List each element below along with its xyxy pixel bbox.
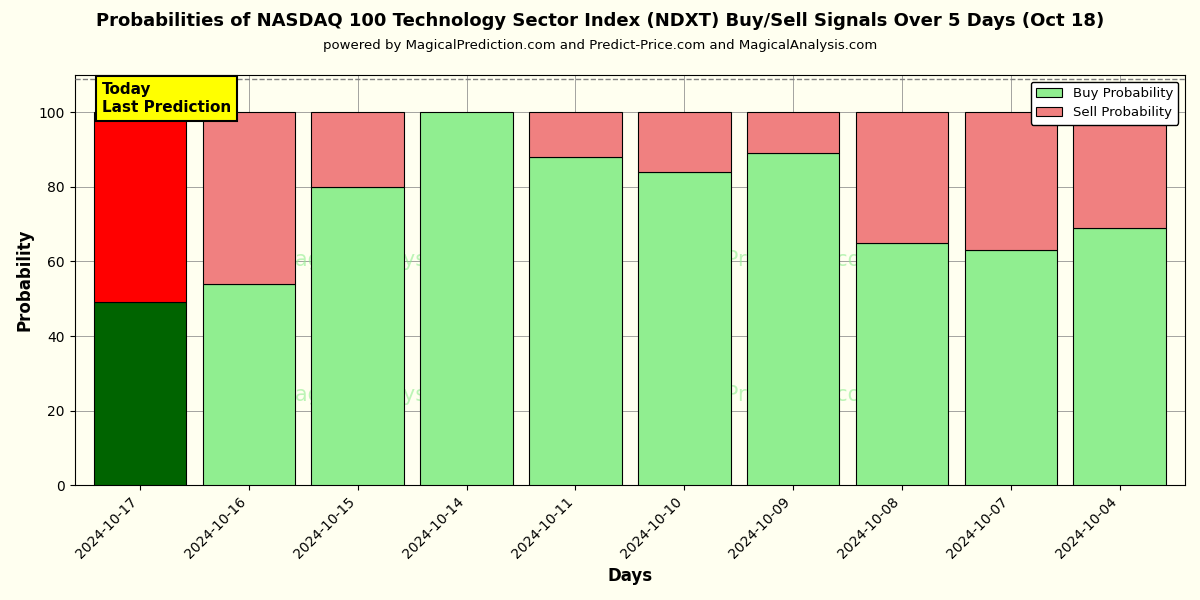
Y-axis label: Probability: Probability bbox=[16, 229, 34, 331]
Text: powered by MagicalPrediction.com and Predict-Price.com and MagicalAnalysis.com: powered by MagicalPrediction.com and Pre… bbox=[323, 39, 877, 52]
Text: MagicalAnalysis.com: MagicalAnalysis.com bbox=[277, 250, 494, 269]
Bar bbox=[1074, 228, 1166, 485]
Bar bbox=[94, 112, 186, 302]
Bar bbox=[312, 112, 404, 187]
Text: MagicalPrediction.com: MagicalPrediction.com bbox=[646, 250, 881, 269]
Bar bbox=[856, 112, 948, 243]
Bar bbox=[856, 243, 948, 485]
Bar bbox=[1074, 112, 1166, 228]
Legend: Buy Probability, Sell Probability: Buy Probability, Sell Probability bbox=[1031, 82, 1178, 125]
Bar bbox=[203, 284, 295, 485]
Bar bbox=[94, 302, 186, 485]
Bar bbox=[529, 112, 622, 157]
Bar bbox=[420, 112, 512, 485]
Bar bbox=[746, 154, 839, 485]
Bar bbox=[965, 112, 1057, 250]
Bar bbox=[312, 187, 404, 485]
Bar bbox=[746, 112, 839, 154]
Text: Probabilities of NASDAQ 100 Technology Sector Index (NDXT) Buy/Sell Signals Over: Probabilities of NASDAQ 100 Technology S… bbox=[96, 12, 1104, 30]
Text: MagicalAnalysis.com: MagicalAnalysis.com bbox=[277, 385, 494, 405]
Bar bbox=[529, 157, 622, 485]
Bar bbox=[203, 112, 295, 284]
Bar bbox=[965, 250, 1057, 485]
Bar bbox=[638, 112, 731, 172]
Bar bbox=[638, 172, 731, 485]
Text: MagicalPrediction.com: MagicalPrediction.com bbox=[646, 385, 881, 405]
Text: Today
Last Prediction: Today Last Prediction bbox=[102, 82, 232, 115]
X-axis label: Days: Days bbox=[607, 567, 653, 585]
